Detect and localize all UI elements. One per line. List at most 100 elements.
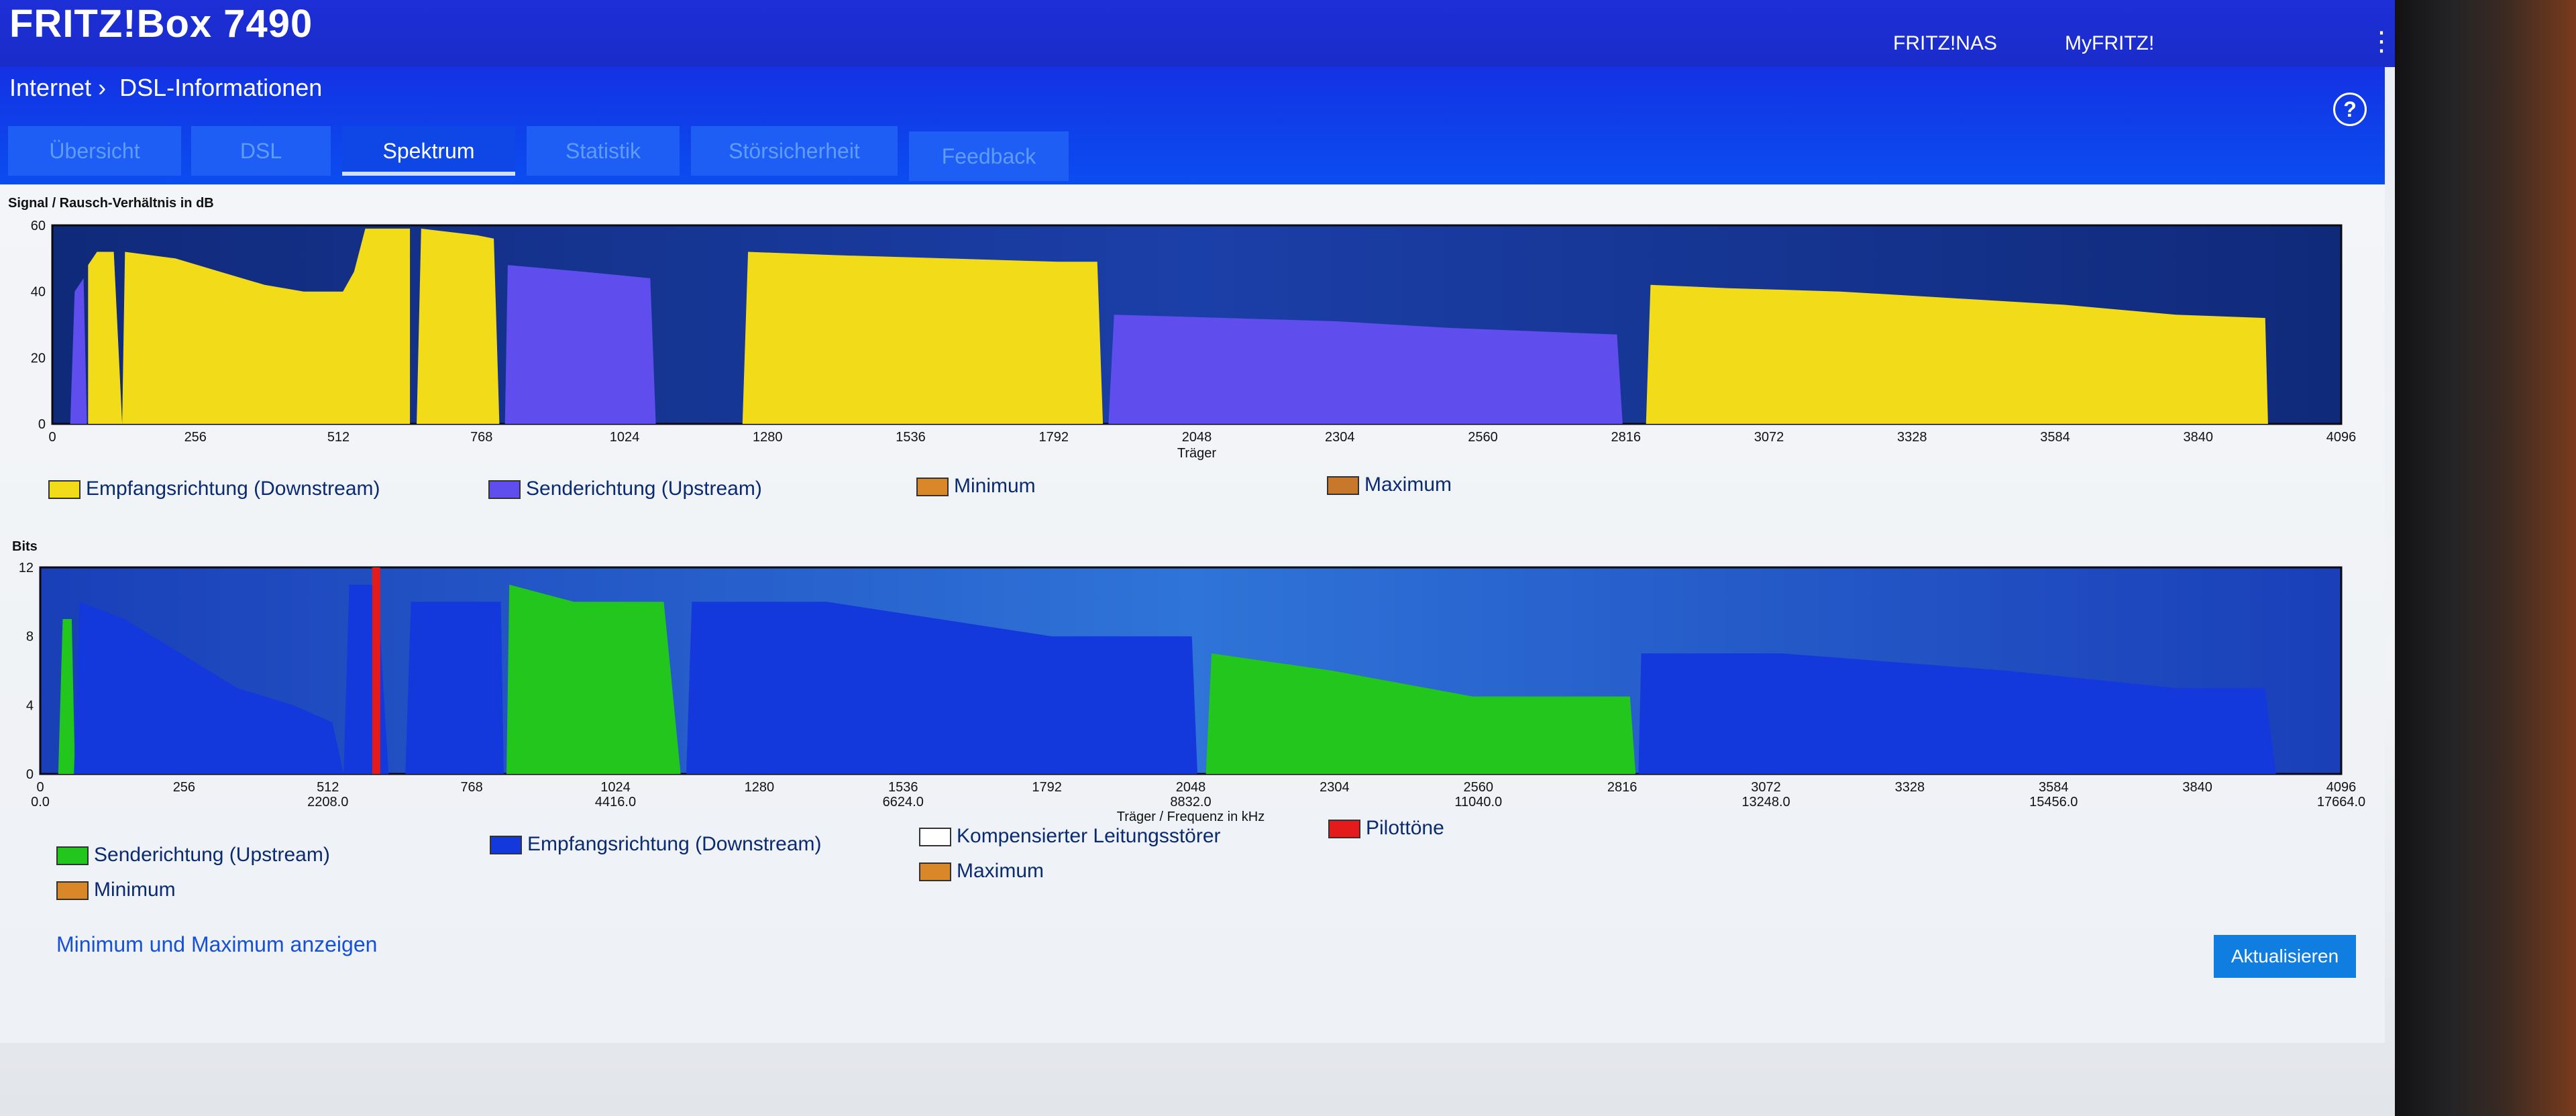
series-1-segment-0: [74, 602, 344, 774]
tab-statistik[interactable]: Statistik: [527, 126, 680, 176]
x-freq-tick-label: 2208.0: [307, 795, 348, 810]
tab-stoersicherheit[interactable]: Störsicherheit: [691, 126, 898, 176]
series-1-segment-0: [70, 278, 87, 424]
legend-swatch-blue: [490, 836, 522, 855]
x-tick-label: 1024: [600, 780, 631, 795]
legend-snr-maximum: Maximum: [1327, 473, 1452, 496]
x-freq-tick-label: 13248.0: [1741, 795, 1790, 810]
series-1-segment-4: [1638, 653, 2276, 774]
x-tick-label: 3072: [1754, 430, 1784, 445]
x-tick-label: 256: [184, 430, 207, 445]
legend-swatch-yellow: [48, 480, 80, 500]
nav-link-myfritz[interactable]: MyFRITZ!: [2065, 32, 2155, 54]
x-tick-label: 2816: [1607, 780, 1638, 795]
bits-chart-title: Bits: [12, 539, 38, 554]
legend-bits-pilot: Pilottöne: [1328, 817, 1444, 840]
legend-label: Maximum: [957, 860, 1044, 882]
x-tick-label: 0: [36, 780, 44, 795]
x-tick-label: 3840: [2182, 780, 2212, 795]
x-tick-label: 4096: [2326, 780, 2357, 795]
series-0-segment-0: [58, 619, 75, 774]
x-tick-label: 3584: [2039, 780, 2069, 795]
show-minmax-link[interactable]: Minimum und Maximum anzeigen: [56, 932, 378, 956]
legend-label: Pilottöne: [1366, 817, 1444, 839]
x-tick-label: 256: [173, 780, 195, 795]
x-freq-tick-label: 11040.0: [1454, 795, 1502, 810]
monitor-bezel: [2395, 0, 2576, 1116]
legend-swatch-green: [56, 846, 89, 866]
pilot-tone-mark: [372, 567, 380, 774]
x-tick-label: 1792: [1032, 780, 1062, 795]
legend-label: Senderichtung (Upstream): [94, 844, 330, 866]
app-title: FRITZ!Box 7490: [9, 2, 313, 46]
x-freq-tick-label: 6624.0: [883, 795, 924, 810]
y-tick-label: 40: [31, 285, 46, 300]
breadcrumb: Internet › DSL-Informationen: [9, 74, 329, 102]
series-1-segment-1: [504, 265, 656, 424]
kebab-icon[interactable]: ⋮: [2368, 27, 2395, 56]
x-axis-label: Träger / Frequenz in kHz: [1117, 810, 1265, 824]
legend-label: Empfangsrichtung (Downstream): [527, 833, 822, 855]
y-tick-label: 0: [38, 417, 46, 432]
x-tick-label: 3328: [1895, 780, 1925, 795]
snr-chart-title: Signal / Rausch-Verhältnis in dB: [8, 196, 214, 211]
breadcrumb-internet[interactable]: Internet: [9, 74, 92, 101]
x-tick-label: 1536: [896, 430, 926, 445]
series-0-segment-0: [88, 252, 123, 424]
x-tick-label: 512: [317, 780, 339, 795]
legend-bits-maximum: Maximum: [919, 860, 1044, 883]
legend-label: Senderichtung (Upstream): [526, 478, 762, 500]
legend-bits-minimum: Minimum: [56, 879, 176, 901]
tab-spektrum[interactable]: Spektrum: [342, 126, 515, 176]
legend-swatch-violet: [488, 480, 521, 500]
x-tick-label: 768: [460, 780, 482, 795]
x-tick-label: 2048: [1182, 430, 1212, 445]
series-1-segment-2: [1108, 315, 1623, 424]
x-freq-tick-label: 0.0: [31, 795, 50, 810]
x-tick-label: 3840: [2184, 430, 2214, 445]
x-tick-label: 1024: [610, 430, 640, 445]
legend-swatch-orange: [919, 862, 951, 882]
x-tick-label: 2560: [1464, 780, 1494, 795]
tab-feedback[interactable]: Feedback: [909, 131, 1069, 181]
tab-uebersicht[interactable]: Übersicht: [8, 126, 181, 176]
x-tick-label: 1792: [1039, 430, 1069, 445]
browser-screen: FRITZ!Box 7490 FRITZ!NAS MyFRITZ! ⋮ Inte…: [0, 0, 2395, 1116]
legend-bits-compensated: Kompensierter Leitungsstörer: [919, 825, 1221, 848]
series-1-segment-2: [405, 602, 504, 774]
legend-bits-downstream: Empfangsrichtung (Downstream): [490, 833, 822, 856]
legend-swatch-red: [1328, 820, 1360, 839]
x-tick-label: 2304: [1325, 430, 1355, 445]
nav-link-fritznas[interactable]: FRITZ!NAS: [1893, 32, 1997, 54]
x-axis-label: Träger: [1177, 446, 1217, 461]
series-0-segment-3: [742, 252, 1104, 424]
series-1-segment-3: [686, 602, 1197, 774]
x-tick-label: 2560: [1468, 430, 1498, 445]
legend-swatch-orange: [1327, 476, 1359, 496]
y-tick-label: 0: [26, 767, 34, 782]
legend-snr-minimum: Minimum: [916, 475, 1036, 498]
x-tick-label: 2304: [1320, 780, 1350, 795]
snr-chart: 0 20 40 60 0 256 512 768 1024 1280 1536 1792 2048 230…: [31, 219, 2357, 461]
y-tick-label: 4: [26, 698, 34, 713]
legend-label: Minimum: [954, 475, 1036, 497]
refresh-button[interactable]: Aktualisieren: [2214, 935, 2356, 978]
legend-label: Maximum: [1364, 473, 1452, 496]
x-tick-label: 3072: [1751, 780, 1781, 795]
tab-dsl[interactable]: DSL: [191, 126, 331, 176]
legend-snr-upstream: Senderichtung (Upstream): [488, 478, 762, 500]
x-freq-tick-label: 17664.0: [2317, 795, 2365, 810]
top-header: FRITZ!Box 7490 FRITZ!NAS MyFRITZ! ⋮: [0, 0, 2395, 67]
x-freq-tick-label: 4416.0: [595, 795, 636, 810]
legend-label: Minimum: [94, 879, 176, 901]
legend-label: Empfangsrichtung (Downstream): [86, 478, 380, 500]
help-icon[interactable]: ?: [2333, 93, 2367, 126]
bits-chart: 0 4 8 12 0 256 512 768 1024 1280 1536 1792 2048 2304 2…: [19, 561, 2365, 824]
x-tick-label: 0: [48, 430, 56, 445]
series-0-segment-1: [506, 584, 681, 774]
legend-snr-downstream: Empfangsrichtung (Downstream): [48, 478, 380, 500]
x-tick-label: 2816: [1611, 430, 1642, 445]
x-tick-label: 1536: [888, 780, 918, 795]
chevron-right-icon: ›: [98, 74, 107, 101]
x-freq-tick-label: 15456.0: [2029, 795, 2078, 810]
